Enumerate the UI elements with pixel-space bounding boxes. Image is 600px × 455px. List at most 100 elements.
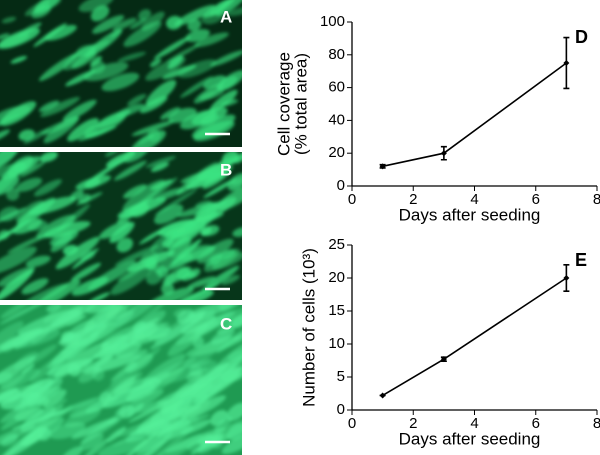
cell [110,263,155,295]
cell [78,0,114,13]
cell [178,59,217,78]
cell [112,417,173,447]
cell [123,21,162,47]
cell [186,370,203,382]
cell [167,55,184,69]
cell [203,75,227,89]
cell [127,93,147,106]
x-tick-label: 8 [593,415,600,432]
cell [33,179,62,197]
cell [12,218,43,235]
cell [196,164,229,182]
cell [14,407,44,421]
cell [10,56,28,64]
panel-label: C [220,314,232,333]
cell [203,178,237,199]
cell [209,255,222,265]
cell [0,246,37,275]
cell [55,236,100,270]
cell [140,251,159,266]
cell [15,177,43,192]
y-tick-label: 60 [328,79,345,96]
cell [35,279,81,300]
cell [221,152,239,165]
cell [210,328,235,345]
cell [67,118,99,142]
cell [150,232,176,254]
cell [102,383,156,408]
cell [89,342,135,360]
cell [67,334,100,361]
cell [67,317,83,327]
cell [78,126,117,141]
x-axis-label: Days after seeding [399,205,541,224]
y-tick-label: 25 [328,236,345,253]
cell [0,207,27,225]
cell [71,417,118,439]
cell [142,353,186,385]
x-tick-label: 8 [593,191,600,208]
cell [88,292,111,300]
cell [128,398,175,423]
cell [99,220,131,239]
cell [210,50,242,67]
cell [233,328,242,342]
cell [28,196,77,215]
cell [203,0,235,18]
cells [0,0,242,147]
cell [0,368,41,390]
cell [25,255,51,268]
cell [130,130,166,147]
marker [440,356,447,363]
cell [129,18,147,30]
cell [0,321,24,352]
marker [563,60,570,66]
cell [179,109,217,130]
cell [76,44,96,57]
panel-label: B [220,160,232,179]
cell [204,248,240,272]
x-tick-label: 6 [532,191,540,208]
cell [39,53,79,81]
cell [200,113,219,126]
cell [0,305,32,319]
y-axis-label: Cell coverage [274,52,293,156]
cell [168,107,197,123]
cell [97,437,148,455]
cell [46,358,93,377]
cell [1,16,17,24]
cell [105,376,136,402]
cell [187,276,216,289]
cell [216,0,242,17]
cell [194,32,229,48]
cell [114,160,147,181]
cell [15,200,45,223]
cell [90,60,106,74]
cell [131,120,175,136]
marker [379,392,386,399]
cell [177,290,214,300]
cell [150,311,206,350]
cell [173,308,187,317]
cell [49,230,79,246]
cell [114,244,160,267]
cell [71,50,97,69]
cell [109,221,135,243]
cell [38,100,60,112]
cell [116,237,133,253]
cell [195,371,242,406]
series-line [382,62,567,168]
cell [226,402,242,421]
cell [227,6,242,16]
cell [231,314,242,329]
cell [30,314,87,337]
x-tick-label: 2 [409,191,417,208]
cell [39,152,58,163]
cell [6,188,20,201]
cell [146,269,163,285]
cell [17,22,42,38]
cell [0,175,20,196]
cell [221,432,242,455]
cell [47,329,95,369]
